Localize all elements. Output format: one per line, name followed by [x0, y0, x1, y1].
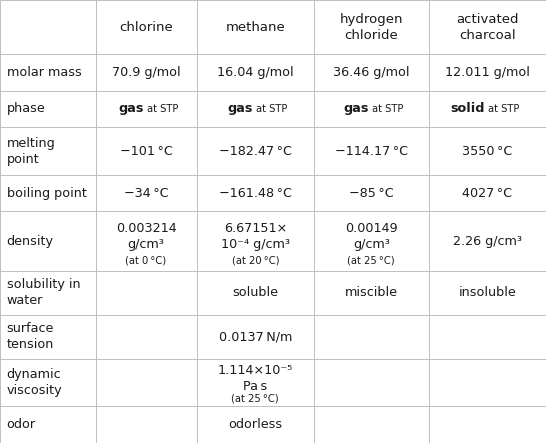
- Text: at STP: at STP: [372, 104, 403, 114]
- Bar: [314, 0, 429, 54]
- Text: at STP: at STP: [257, 104, 288, 114]
- Text: (at 0 °C): (at 0 °C): [126, 256, 167, 265]
- Bar: [197, 0, 314, 54]
- Text: −34 °C: −34 °C: [124, 187, 168, 200]
- Text: density: density: [7, 234, 54, 248]
- Text: −182.47 °C: −182.47 °C: [219, 144, 292, 158]
- Bar: [314, 175, 429, 211]
- Bar: [429, 315, 546, 359]
- Text: 36.46 g/mol: 36.46 g/mol: [333, 66, 410, 79]
- Bar: [0, 54, 96, 91]
- Bar: [96, 91, 197, 127]
- Text: methane: methane: [225, 20, 285, 34]
- Text: odor: odor: [7, 418, 35, 431]
- Bar: [96, 175, 197, 211]
- Text: 70.9 g/mol: 70.9 g/mol: [112, 66, 180, 79]
- Bar: [429, 127, 546, 175]
- Text: 4027 °C: 4027 °C: [462, 187, 512, 200]
- Text: at STP: at STP: [488, 104, 520, 114]
- Bar: [0, 211, 96, 271]
- Text: (at 20 °C): (at 20 °C): [232, 256, 279, 265]
- Bar: [0, 175, 96, 211]
- Bar: [0, 406, 96, 443]
- Bar: [314, 91, 429, 127]
- Text: 6.67151×
10⁻⁴ g/cm³: 6.67151× 10⁻⁴ g/cm³: [221, 222, 290, 251]
- Text: (at 25 °C): (at 25 °C): [347, 256, 395, 265]
- Text: 12.011 g/mol: 12.011 g/mol: [445, 66, 530, 79]
- Bar: [197, 271, 314, 315]
- Bar: [96, 315, 197, 359]
- Bar: [96, 127, 197, 175]
- Bar: [197, 175, 314, 211]
- Text: hydrogen
chloride: hydrogen chloride: [340, 12, 403, 42]
- Bar: [197, 127, 314, 175]
- Bar: [0, 91, 96, 127]
- Text: 0.00149
g/cm³: 0.00149 g/cm³: [345, 222, 397, 251]
- Text: dynamic
viscosity: dynamic viscosity: [7, 368, 62, 397]
- Bar: [314, 406, 429, 443]
- Text: surface
tension: surface tension: [7, 322, 54, 351]
- Text: 0.0137 N/m: 0.0137 N/m: [218, 330, 292, 343]
- Text: miscible: miscible: [345, 286, 398, 299]
- Bar: [0, 0, 96, 54]
- Bar: [0, 359, 96, 406]
- Bar: [314, 211, 429, 271]
- Bar: [197, 315, 314, 359]
- Bar: [96, 54, 197, 91]
- Text: melting
point: melting point: [7, 136, 55, 166]
- Bar: [197, 91, 314, 127]
- Bar: [429, 175, 546, 211]
- Text: 0.003214
g/cm³: 0.003214 g/cm³: [116, 222, 176, 251]
- Text: soluble: soluble: [232, 286, 278, 299]
- Bar: [429, 271, 546, 315]
- Bar: [197, 359, 314, 406]
- Text: phase: phase: [7, 102, 45, 116]
- Bar: [0, 315, 96, 359]
- Text: odorless: odorless: [228, 418, 282, 431]
- Bar: [429, 54, 546, 91]
- Bar: [429, 0, 546, 54]
- Text: 1.114×10⁻⁵
Pa s: 1.114×10⁻⁵ Pa s: [218, 364, 293, 393]
- Text: (at 25 °C): (at 25 °C): [232, 393, 279, 403]
- Text: 16.04 g/mol: 16.04 g/mol: [217, 66, 294, 79]
- Text: boiling point: boiling point: [7, 187, 86, 200]
- Bar: [96, 271, 197, 315]
- Text: 3550 °C: 3550 °C: [462, 144, 513, 158]
- Text: solubility in
water: solubility in water: [7, 278, 80, 307]
- Text: −114.17 °C: −114.17 °C: [335, 144, 408, 158]
- Bar: [429, 406, 546, 443]
- Bar: [96, 0, 197, 54]
- Bar: [96, 211, 197, 271]
- Text: −85 °C: −85 °C: [349, 187, 394, 200]
- Bar: [0, 127, 96, 175]
- Bar: [314, 315, 429, 359]
- Bar: [96, 359, 197, 406]
- Bar: [197, 54, 314, 91]
- Text: activated
charcoal: activated charcoal: [456, 12, 519, 42]
- Bar: [314, 54, 429, 91]
- Bar: [96, 406, 197, 443]
- Bar: [314, 127, 429, 175]
- Text: at STP: at STP: [147, 104, 179, 114]
- Text: −161.48 °C: −161.48 °C: [219, 187, 292, 200]
- Bar: [429, 211, 546, 271]
- Text: gas: gas: [343, 102, 369, 116]
- Bar: [197, 406, 314, 443]
- Text: solid: solid: [450, 102, 485, 116]
- Text: chlorine: chlorine: [119, 20, 173, 34]
- Text: insoluble: insoluble: [459, 286, 516, 299]
- Bar: [0, 271, 96, 315]
- Bar: [314, 359, 429, 406]
- Bar: [429, 359, 546, 406]
- Bar: [197, 211, 314, 271]
- Bar: [429, 91, 546, 127]
- Text: molar mass: molar mass: [7, 66, 81, 79]
- Text: 2.26 g/cm³: 2.26 g/cm³: [453, 234, 522, 248]
- Text: −101 °C: −101 °C: [120, 144, 173, 158]
- Text: gas: gas: [118, 102, 143, 116]
- Text: gas: gas: [227, 102, 252, 116]
- Bar: [314, 271, 429, 315]
